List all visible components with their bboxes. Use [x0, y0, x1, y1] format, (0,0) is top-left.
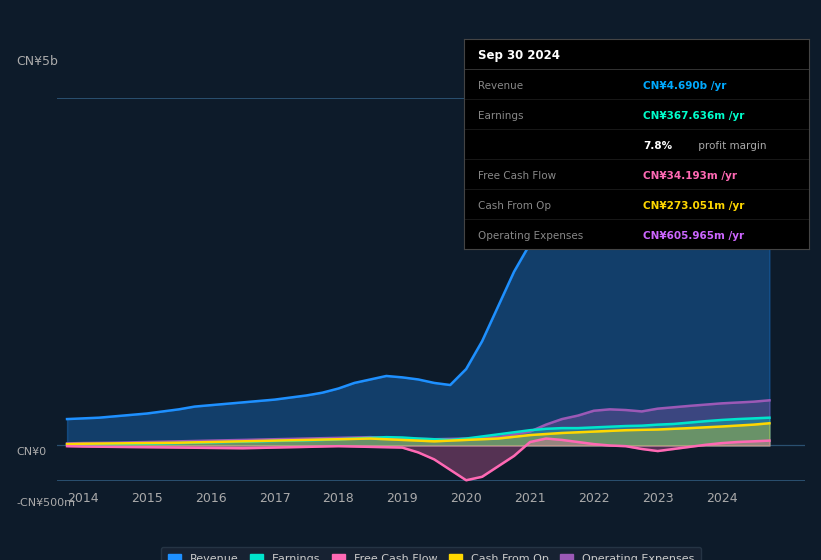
Text: CN¥34.193m /yr: CN¥34.193m /yr [643, 171, 737, 181]
Text: Sep 30 2024: Sep 30 2024 [478, 49, 560, 62]
Text: Free Cash Flow: Free Cash Flow [478, 171, 556, 181]
Text: CN¥367.636m /yr: CN¥367.636m /yr [643, 111, 745, 121]
Text: Operating Expenses: Operating Expenses [478, 231, 583, 241]
Text: -CN¥500m: -CN¥500m [16, 497, 76, 507]
Text: CN¥5b: CN¥5b [16, 55, 58, 68]
Text: CN¥273.051m /yr: CN¥273.051m /yr [643, 200, 745, 211]
Text: CN¥4.690b /yr: CN¥4.690b /yr [643, 81, 727, 91]
Text: 7.8%: 7.8% [643, 141, 672, 151]
Text: Revenue: Revenue [478, 81, 523, 91]
Text: Earnings: Earnings [478, 111, 523, 121]
Text: CN¥0: CN¥0 [16, 447, 47, 457]
Text: profit margin: profit margin [695, 141, 766, 151]
Text: Cash From Op: Cash From Op [478, 200, 551, 211]
Text: CN¥605.965m /yr: CN¥605.965m /yr [643, 231, 745, 241]
Legend: Revenue, Earnings, Free Cash Flow, Cash From Op, Operating Expenses: Revenue, Earnings, Free Cash Flow, Cash … [161, 547, 701, 560]
